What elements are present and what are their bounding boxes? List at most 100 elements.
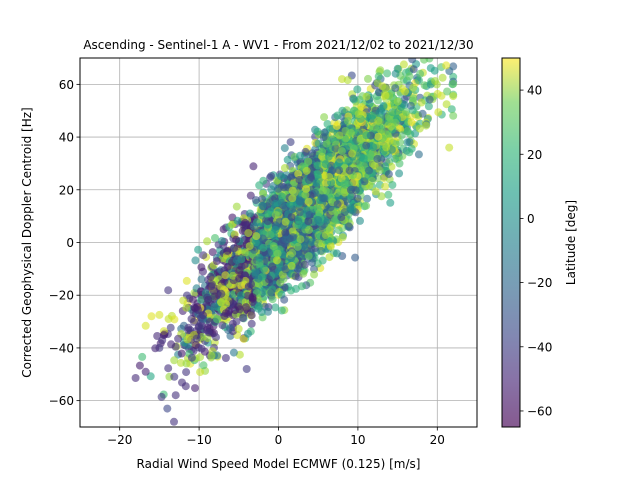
scatter-point xyxy=(196,368,205,377)
scatter-point xyxy=(203,237,212,246)
scatter-point xyxy=(207,351,216,360)
scatter-point xyxy=(385,137,394,145)
scatter-point xyxy=(195,322,204,331)
y-tick-label: 20 xyxy=(59,183,74,197)
scatter-point xyxy=(280,295,289,304)
scatter-point xyxy=(170,315,179,324)
scatter-point xyxy=(375,166,384,175)
scatter-point xyxy=(300,260,309,269)
scatter-point xyxy=(182,359,191,368)
scatter-point xyxy=(313,170,322,179)
scatter-point xyxy=(199,251,208,260)
scatter-point xyxy=(189,295,197,304)
scatter-point xyxy=(197,295,205,304)
scatter-point xyxy=(376,66,385,75)
scatter-point xyxy=(394,153,403,162)
scatter-point xyxy=(211,234,219,242)
scatter-point xyxy=(294,220,303,229)
y-tick-label: −60 xyxy=(49,394,74,408)
scatter-point xyxy=(296,151,304,160)
scatter-point xyxy=(381,182,390,191)
scatter-point xyxy=(323,120,332,128)
scatter-point xyxy=(232,235,241,244)
scatter-point xyxy=(391,84,400,93)
scatter-point xyxy=(197,344,206,353)
scatter-point xyxy=(232,256,241,265)
y-tick-label: 40 xyxy=(59,131,74,145)
scatter-point xyxy=(236,291,245,300)
scatter-point xyxy=(442,61,451,70)
scatter-point xyxy=(305,225,313,234)
scatter-point xyxy=(288,227,297,236)
scatter-point xyxy=(351,253,360,262)
scatter-point xyxy=(384,170,393,179)
scatter-point xyxy=(183,335,192,344)
y-tick-label: −40 xyxy=(49,341,74,355)
x-axis-label: Radial Wind Speed Model ECMWF (0.125) [m… xyxy=(137,457,421,471)
scatter-point xyxy=(280,164,289,172)
scatter-point xyxy=(277,306,286,315)
scatter-point xyxy=(184,326,193,335)
scatter-point xyxy=(228,299,237,308)
scatter-point xyxy=(192,334,201,343)
scatter-point xyxy=(267,172,276,181)
scatter-point xyxy=(353,85,362,94)
scatter-point xyxy=(332,122,341,131)
scatter-point xyxy=(221,271,230,280)
scatter-point xyxy=(296,235,305,244)
scatter-point xyxy=(281,235,290,244)
scatter-point xyxy=(337,147,346,156)
x-axis-ticks: −20 −10 0 10 20 xyxy=(107,427,445,447)
colorbar-tick-label: 20 xyxy=(527,148,542,162)
scatter-point xyxy=(304,157,313,166)
scatter-point xyxy=(163,404,172,413)
scatter-point xyxy=(251,268,260,277)
scatter-point xyxy=(368,111,377,120)
scatter-point xyxy=(223,246,232,255)
scatter-point xyxy=(239,314,247,322)
scatter-point xyxy=(377,192,386,201)
scatter-point xyxy=(300,242,309,251)
scatter-point xyxy=(294,169,303,178)
scatter-point xyxy=(269,242,278,251)
scatter-point xyxy=(374,116,383,125)
scatter-point xyxy=(208,248,217,257)
scatter-point xyxy=(194,306,202,314)
scatter-point xyxy=(374,72,383,81)
scatter-point xyxy=(335,158,344,167)
scatter-point xyxy=(393,64,402,73)
scatter-point xyxy=(138,352,147,361)
scatter-point xyxy=(334,226,343,235)
scatter-point xyxy=(181,382,190,391)
scatter-point xyxy=(230,244,238,253)
scatter-point xyxy=(159,331,168,340)
scatter-point xyxy=(151,344,160,353)
scatter-point xyxy=(393,97,402,106)
colorbar-tick-label: 0 xyxy=(527,212,535,226)
scatter-point xyxy=(403,127,412,136)
scatter-point xyxy=(221,354,230,362)
scatter-point xyxy=(235,350,244,359)
scatter-point xyxy=(263,217,272,226)
scatter-point xyxy=(416,69,425,78)
scatter-point xyxy=(266,230,275,239)
scatter-point xyxy=(247,319,256,328)
scatter-point xyxy=(249,222,258,231)
scatter-point xyxy=(325,173,334,181)
scatter-point xyxy=(191,384,199,393)
scatter-point xyxy=(425,58,434,63)
scatter-point xyxy=(271,199,280,208)
scatter-point xyxy=(171,391,180,400)
scatter-point xyxy=(356,216,364,225)
scatter-point xyxy=(388,108,397,117)
scatter-point xyxy=(338,106,347,115)
scatter-point xyxy=(299,269,308,278)
scatter-point xyxy=(244,282,253,291)
scatter-point xyxy=(434,108,443,117)
scatter-point xyxy=(333,200,342,209)
scatter-point xyxy=(369,143,378,152)
scatter-point xyxy=(244,229,253,238)
scatter-point xyxy=(288,249,297,258)
scatter-point xyxy=(182,276,191,285)
